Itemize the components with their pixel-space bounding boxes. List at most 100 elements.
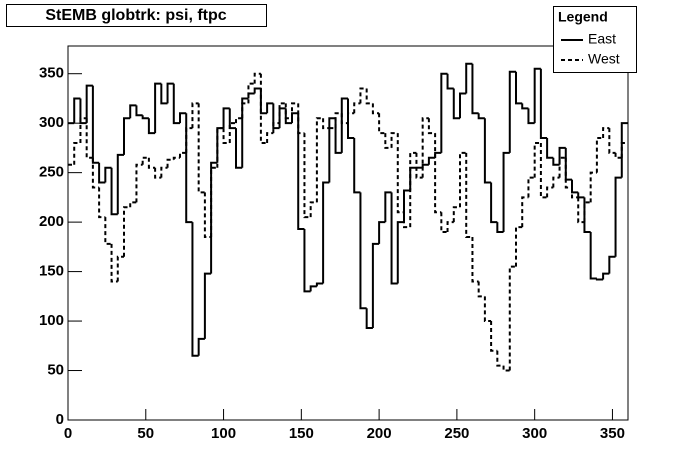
histogram-step xyxy=(135,105,143,117)
histogram-step xyxy=(396,221,404,284)
histogram-step xyxy=(303,133,311,219)
histogram-step xyxy=(129,201,137,208)
histogram-step xyxy=(185,127,193,153)
histogram-step xyxy=(123,117,131,155)
histogram-step xyxy=(452,206,460,223)
y-tick-label: 200 xyxy=(39,213,64,230)
histogram-step xyxy=(278,102,286,124)
histogram-step xyxy=(191,222,199,357)
histogram-step xyxy=(515,71,523,105)
histogram-step xyxy=(490,182,498,224)
histogram-step xyxy=(172,156,180,160)
histogram-step xyxy=(272,122,280,134)
histogram-step xyxy=(359,87,367,104)
histogram-step xyxy=(315,282,324,287)
histogram-step xyxy=(216,127,224,168)
histogram-step xyxy=(334,112,342,129)
histogram-step xyxy=(446,73,454,90)
histogram-step xyxy=(166,82,174,104)
histogram-step xyxy=(502,365,510,372)
histogram-step xyxy=(141,115,149,120)
histogram-step xyxy=(253,87,261,94)
histogram-step xyxy=(552,176,560,188)
histogram-step xyxy=(502,151,510,233)
histogram-step xyxy=(91,157,100,189)
histogram-step xyxy=(558,156,566,178)
histogram-step xyxy=(123,206,131,257)
histogram-step xyxy=(620,141,628,158)
histogram-step xyxy=(427,156,436,165)
y-tick-label: 0 xyxy=(56,411,64,428)
histogram-step xyxy=(272,103,280,130)
histogram-step xyxy=(384,191,392,223)
histogram-step xyxy=(154,167,162,179)
histogram-step xyxy=(546,186,554,198)
histogram-step xyxy=(179,112,187,124)
histogram-step xyxy=(210,166,218,237)
histogram-step xyxy=(160,166,168,178)
histogram-step xyxy=(602,127,610,139)
histogram-step xyxy=(583,197,591,234)
histogram-step xyxy=(508,70,516,153)
histogram-step xyxy=(135,163,143,203)
histogram-step xyxy=(471,63,479,115)
histogram-step xyxy=(85,84,93,124)
histogram-step xyxy=(608,128,616,154)
histogram-step xyxy=(608,255,616,274)
histogram-step xyxy=(241,97,249,168)
histogram-step xyxy=(340,113,348,125)
histogram-step xyxy=(589,171,597,203)
histogram-step xyxy=(409,151,417,228)
histogram-step xyxy=(452,88,460,120)
histogram-step xyxy=(546,138,554,159)
histogram-step xyxy=(496,350,504,367)
legend-title: Legend xyxy=(558,9,608,25)
histogram-step xyxy=(371,242,380,328)
histogram-step xyxy=(421,117,429,178)
histogram-step xyxy=(384,133,392,149)
histogram-step xyxy=(521,103,529,110)
histogram-step xyxy=(291,112,299,124)
histogram-step xyxy=(241,102,249,119)
histogram-step xyxy=(415,152,423,179)
histogram-step xyxy=(315,117,324,203)
histogram-step xyxy=(116,153,124,215)
chart-title: StEMB globtrk: psi, ftpc xyxy=(45,7,226,24)
histogram-step xyxy=(160,83,168,105)
x-tick-label: 50 xyxy=(137,425,154,442)
histogram-step xyxy=(564,157,572,189)
histogram-step xyxy=(558,146,566,165)
histogram-step xyxy=(203,192,212,238)
histogram-step xyxy=(477,281,485,298)
histogram-step xyxy=(322,181,330,284)
histogram-step xyxy=(222,128,230,144)
histogram-step xyxy=(614,176,622,257)
histogram-step xyxy=(297,103,305,135)
histogram-step xyxy=(129,104,137,119)
histogram-step xyxy=(303,229,311,293)
histogram-step xyxy=(595,278,604,281)
histogram-step xyxy=(483,118,492,184)
histogram-step xyxy=(465,152,473,238)
x-tick-label: 250 xyxy=(444,425,469,442)
histogram-step xyxy=(378,113,386,135)
histogram-step xyxy=(147,157,156,169)
x-tick-label: 100 xyxy=(211,425,236,442)
histogram-step xyxy=(459,151,467,208)
histogram-step xyxy=(228,122,236,143)
histogram-step xyxy=(589,232,597,280)
histogram-step xyxy=(284,103,292,120)
histogram-step xyxy=(527,176,535,198)
histogram-step xyxy=(247,82,255,104)
histogram-step xyxy=(446,221,454,233)
histogram-step xyxy=(291,102,299,119)
histogram-step xyxy=(154,82,162,134)
histogram-step xyxy=(266,102,274,114)
histogram-step xyxy=(85,118,93,159)
histogram-step xyxy=(539,142,548,199)
histogram-step xyxy=(297,113,305,231)
histogram-step xyxy=(91,85,100,164)
histogram-step xyxy=(434,133,442,214)
histogram-step xyxy=(490,321,498,352)
y-tick-label: 300 xyxy=(39,114,64,131)
